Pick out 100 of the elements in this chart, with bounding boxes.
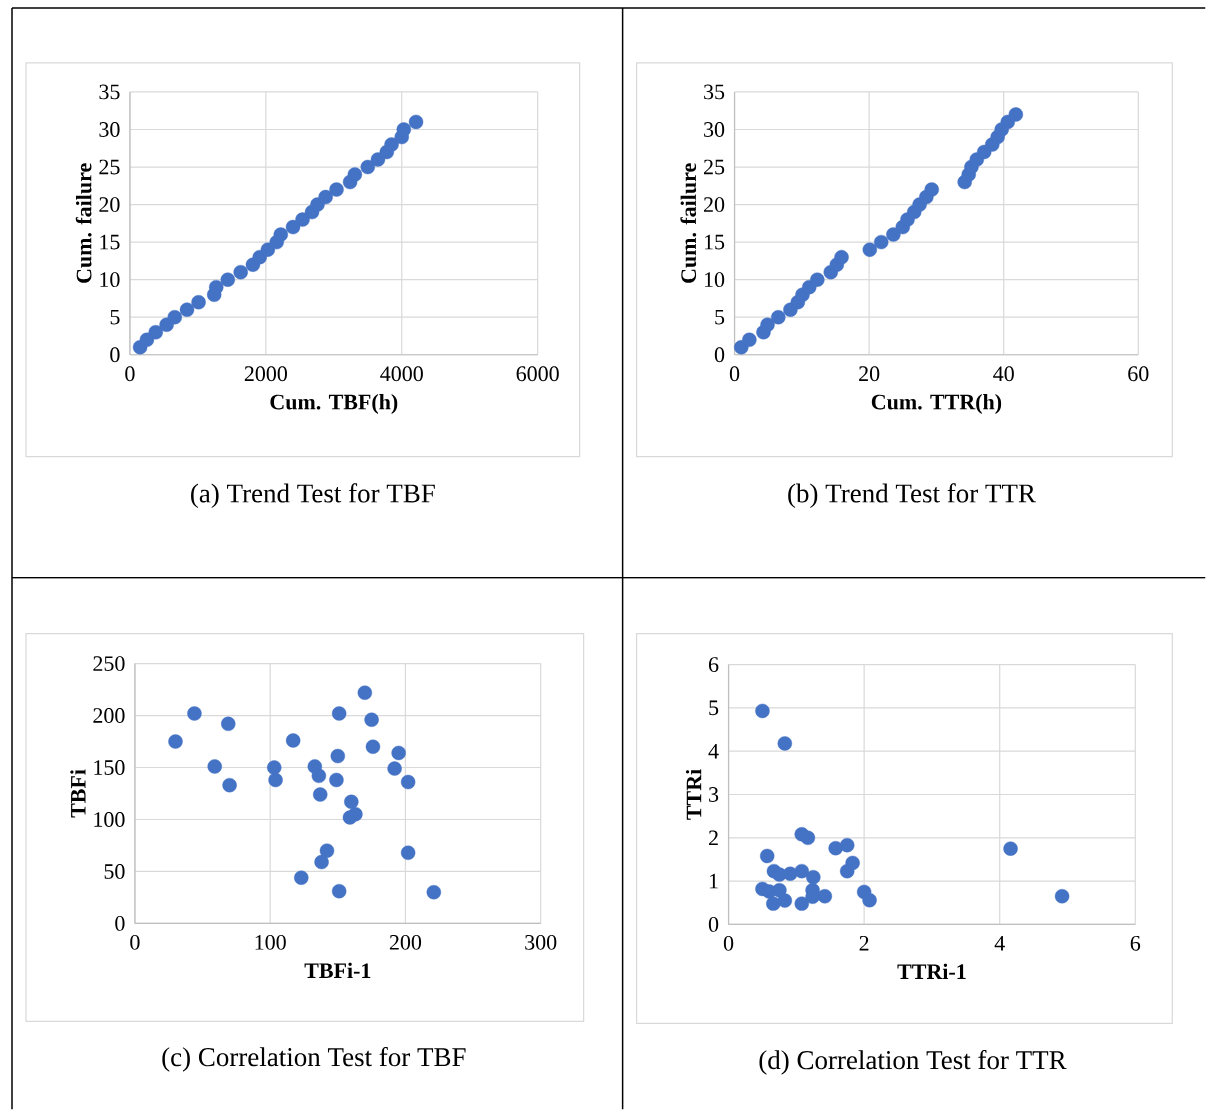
text: (b) Trend Test for TTR [788,483,1036,509]
point [179,302,195,317]
point [783,866,798,881]
x-tick-label: 40 [993,366,1014,382]
y-tick-label: 0 [708,916,719,932]
y-tick-label: 5 [110,309,120,325]
point [794,863,809,879]
y-tick-label: 10 [704,272,725,288]
point [319,843,335,858]
point [168,734,183,749]
x-tick-label: 0 [130,934,140,950]
x-axis-title: TTRi-1 [897,963,966,979]
y-tick-label: 100 [94,812,125,827]
point [267,760,282,775]
point [806,870,821,885]
y-tick-label: 30 [99,122,120,137]
point [365,739,381,754]
point [364,712,379,727]
point [233,264,248,280]
text: (a) Trend Test for TBF [191,483,435,509]
y-tick-label: 250 [93,656,125,671]
y-tick-label: 30 [704,122,725,137]
point [331,883,347,899]
y-tick-label: 35 [99,84,120,100]
point [387,761,402,776]
point [800,830,816,845]
y-tick-label: 50 [104,864,125,879]
text: (d) Correlation Test for TTR [759,1049,1067,1075]
point [314,854,329,870]
x-tick-label: 20 [859,366,880,382]
point [268,772,283,788]
point [294,870,309,885]
point [810,272,825,287]
text: (c) Correlation Test for TBF [162,1046,466,1072]
point [742,332,757,347]
y-tick-label: 10 [100,272,120,288]
point [384,137,399,152]
point [817,889,833,904]
point [760,317,775,332]
y-tick-label: 5 [709,700,719,716]
x-tick-label: 300 [525,934,557,950]
point [391,745,406,761]
x-axis-title: TBFi-1 [304,962,371,978]
point [273,227,288,242]
point [400,774,416,790]
y-tick-label: 35 [704,84,725,100]
point [191,294,206,310]
y-tick-label: 3 [709,787,719,802]
point [760,848,775,864]
point [396,122,411,137]
y-axis-title: TTRi [685,769,702,820]
point [207,759,222,774]
point [839,837,855,853]
y-axis-title: Cum. failure [75,163,92,283]
x-axis-title: Cum. TBF(h) [270,393,398,414]
point [285,219,301,235]
y-tick-label: 1 [709,873,718,889]
y-tick-label: 0 [110,347,120,363]
point [1008,107,1024,122]
y-tick-label: 25 [99,159,120,175]
point [187,706,202,721]
point [1054,889,1070,904]
point [360,159,375,175]
point [318,189,333,205]
x-tick-label: 4000 [380,366,423,382]
point [222,777,237,793]
point [834,249,849,265]
y-tick-label: 6 [708,657,719,672]
y-tick-label: 0 [115,915,125,931]
point [370,152,386,167]
point [148,325,163,340]
point [874,234,889,250]
x-tick-label: 4 [994,935,1005,951]
point [331,706,347,721]
point [862,242,877,257]
point [311,768,327,784]
y-tick-label: 15 [704,234,725,250]
y-tick-label: 200 [93,708,125,723]
y-tick-label: 0 [714,347,725,363]
point [329,772,344,788]
y-tick-label: 15 [100,234,120,250]
y-tick-label: 20 [704,197,725,212]
point [400,845,416,860]
point [794,896,809,911]
y-tick-label: 2 [709,830,718,846]
point [862,892,877,908]
point [329,182,344,197]
y-axis-title: Cum. failure [680,163,697,283]
point [777,736,793,751]
point [771,310,786,325]
y-axis-title: TBFi [70,769,86,818]
x-tick-label: 6000 [516,366,559,382]
x-tick-label: 0 [125,366,135,382]
point [220,272,235,287]
point [755,703,770,719]
point [285,733,301,748]
point [167,310,182,325]
point [1003,841,1018,856]
point [330,748,345,764]
x-axis-title: Cum. TTR(h) [871,393,1002,414]
